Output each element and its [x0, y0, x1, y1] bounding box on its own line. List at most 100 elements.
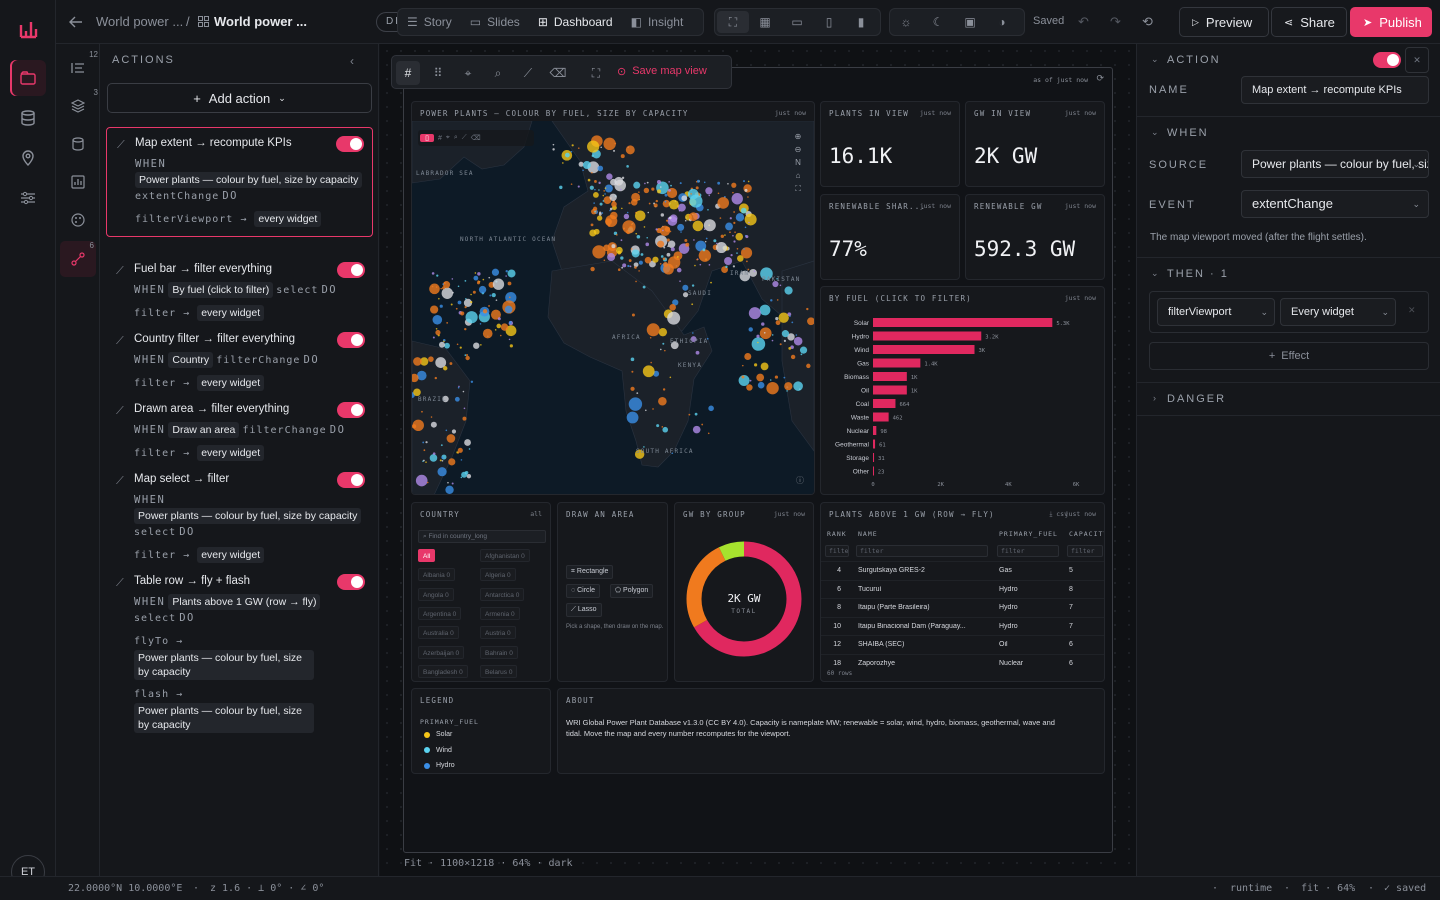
plant-dot[interactable] [428, 356, 434, 362]
plant-dot[interactable] [617, 268, 621, 272]
plant-dot[interactable] [757, 341, 759, 344]
country-chip[interactable]: Bahrain 0 [480, 645, 518, 659]
plant-dot[interactable] [740, 207, 747, 214]
rail-pages-icon[interactable] [10, 60, 46, 96]
plant-dot[interactable] [590, 266, 595, 272]
plant-dot[interactable] [621, 176, 625, 180]
plant-dot[interactable] [590, 223, 594, 227]
action-card[interactable]: ⟋ Fuel bar → filter everything WHEN By fue… [106, 254, 373, 330]
plant-dot[interactable] [733, 211, 736, 213]
plant-dot[interactable] [691, 284, 695, 287]
plant-dot[interactable] [635, 232, 638, 235]
plant-dot[interactable] [505, 292, 517, 304]
when-collapse-icon[interactable]: ⌄ [1151, 127, 1159, 137]
plant-dot[interactable] [660, 213, 665, 217]
plant-dot[interactable] [744, 226, 747, 229]
plant-dot[interactable] [662, 199, 671, 208]
target-chip[interactable]: every widget [197, 375, 265, 391]
plant-dot[interactable] [492, 278, 505, 290]
plant-dot[interactable] [788, 346, 792, 350]
plant-dot[interactable] [445, 485, 454, 494]
plant-dot[interactable] [646, 236, 649, 239]
plant-dot[interactable] [735, 232, 744, 241]
plant-dot[interactable] [747, 268, 750, 271]
plant-dot[interactable] [479, 323, 482, 325]
plant-dot[interactable] [442, 283, 444, 285]
map-info-icon[interactable]: ⓘ [796, 476, 804, 485]
plant-dot[interactable] [789, 315, 791, 318]
source-chip[interactable]: Country [168, 352, 214, 368]
target-chip[interactable]: every widget [197, 305, 265, 321]
plant-dot[interactable] [800, 353, 803, 356]
plant-dot[interactable] [661, 426, 664, 428]
document-title[interactable]: World power ... [214, 14, 307, 29]
plant-dot[interactable] [662, 426, 669, 433]
plant-dot[interactable] [465, 311, 478, 324]
plant-dot[interactable] [477, 280, 480, 283]
plant-dot[interactable] [698, 249, 712, 262]
plant-dot[interactable] [645, 242, 650, 247]
plant-dot[interactable] [472, 290, 476, 294]
plant-dot[interactable] [642, 365, 655, 378]
plant-dot[interactable] [669, 199, 679, 210]
plant-dot[interactable] [508, 338, 511, 341]
plant-dot[interactable] [611, 244, 616, 249]
plant-dot[interactable] [488, 276, 491, 279]
plant-dot[interactable] [688, 212, 698, 222]
plant-dot[interactable] [629, 265, 632, 268]
plant-dot[interactable] [793, 381, 803, 391]
plant-dot[interactable] [775, 317, 779, 321]
fuel-bar[interactable] [873, 453, 875, 462]
plant-dot[interactable] [732, 191, 734, 194]
target-chip[interactable]: every widget [254, 211, 322, 227]
plant-dot[interactable] [784, 382, 793, 391]
plant-dot[interactable] [463, 407, 466, 410]
plant-dot[interactable] [602, 194, 605, 197]
plant-dot[interactable] [622, 263, 627, 268]
plant-dot[interactable] [717, 192, 720, 195]
plant-dot[interactable] [653, 203, 658, 208]
target-chip[interactable]: every widget [197, 445, 265, 461]
plant-dot[interactable] [470, 293, 472, 296]
country-chip[interactable]: Antarctica 0 [480, 587, 525, 601]
chart-icon[interactable] [64, 168, 92, 196]
plant-dot[interactable] [505, 275, 507, 277]
plant-dot[interactable] [473, 342, 480, 349]
plant-dot[interactable] [776, 299, 779, 301]
plant-dot[interactable] [458, 385, 460, 388]
plant-dot[interactable] [621, 266, 624, 269]
plant-dot[interactable] [663, 246, 666, 249]
plant-dot[interactable] [494, 329, 497, 331]
plant-dot[interactable] [577, 185, 580, 188]
action-collapse-icon[interactable]: ⌄ [1151, 54, 1159, 64]
fuel-bar-chart[interactable]: Solar 5.3K Hydro 3.2K Wind 3K Gas 1.4K Biomass 1K… [821, 306, 1106, 496]
outline-icon[interactable]: 12 [64, 50, 98, 82]
plant-dot[interactable] [739, 270, 751, 282]
plant-dot[interactable] [682, 292, 689, 298]
plant-dot[interactable] [659, 348, 662, 351]
plant-dot[interactable] [465, 355, 470, 361]
plant-dot[interactable] [470, 300, 473, 304]
plant-dot[interactable] [774, 375, 779, 379]
plant-dot[interactable] [435, 327, 438, 330]
plant-dot[interactable] [779, 343, 782, 346]
plant-dot[interactable] [630, 357, 635, 362]
close-icon[interactable]: ✕ [1405, 47, 1429, 73]
tab-insight[interactable]: ◧ Insight [622, 11, 693, 33]
plant-dot[interactable] [439, 459, 442, 462]
plant-dot[interactable] [460, 476, 463, 479]
plant-dot[interactable] [666, 252, 671, 257]
plant-dot[interactable] [761, 322, 765, 326]
plant-dot[interactable] [646, 181, 649, 184]
plant-dot[interactable] [505, 269, 508, 273]
projector-icon[interactable]: ▣ [964, 15, 976, 29]
plant-dot[interactable] [663, 262, 669, 268]
plant-dot[interactable] [477, 272, 481, 276]
compass-icon[interactable]: N [795, 158, 801, 167]
plant-dot[interactable] [438, 341, 445, 348]
plant-dot[interactable] [610, 178, 617, 186]
plant-dot[interactable] [627, 264, 630, 268]
plant-dot[interactable] [451, 482, 454, 485]
plant-dot[interactable] [666, 238, 670, 242]
plant-dot[interactable] [644, 256, 652, 264]
